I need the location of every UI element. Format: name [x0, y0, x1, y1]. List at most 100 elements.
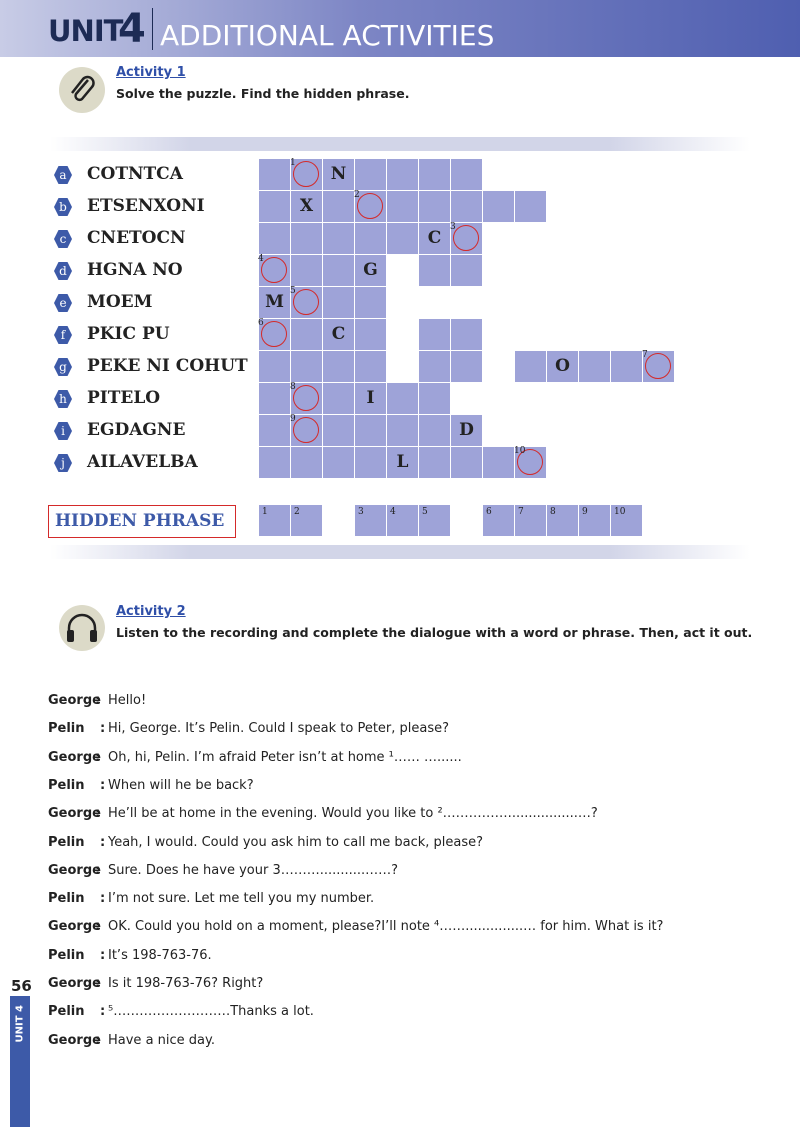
dialogue-text: When will he be back? [108, 777, 254, 793]
scrambled-word: HGNA NO [87, 260, 183, 280]
circle-marker [293, 417, 319, 443]
grid-cell [291, 351, 322, 382]
grid-cell [355, 223, 386, 254]
circle-marker [453, 225, 479, 251]
grid-cell [323, 319, 354, 350]
row-letter: i [54, 422, 72, 440]
given-letter: M [265, 292, 284, 312]
given-letter: N [330, 164, 347, 184]
grid-cell [259, 383, 290, 414]
dialogue-text: He’ll be at home in the evening. Would y… [108, 806, 598, 822]
dialogue-text: Hi, George. It’s Pelin. Could I speak to… [108, 721, 450, 737]
speaker: George [48, 976, 101, 991]
speaker: Pelin [48, 721, 85, 737]
circle-marker [293, 161, 319, 187]
grid-cell [259, 191, 290, 222]
dialogue-text: Hello! [108, 693, 147, 708]
circle-number: 3 [450, 222, 456, 232]
dialogue-text: Is it 198-763-76? Right? [108, 976, 264, 991]
grid-cell [483, 447, 514, 478]
grid-cell [323, 223, 354, 254]
grid-cell [387, 159, 418, 190]
grid-cell [419, 383, 450, 414]
grid-cell [259, 415, 290, 446]
grid-cell [259, 287, 290, 318]
grid-cell [323, 415, 354, 446]
given-letter: C [427, 228, 442, 248]
page-number: 56 [11, 977, 32, 995]
given-letter: L [396, 452, 409, 472]
grid-cell [515, 351, 546, 382]
grid-cell [259, 447, 290, 478]
circle-marker [357, 193, 383, 219]
activity-label: Activity 1 [116, 65, 186, 80]
activity-instruction: Solve the puzzle. Find the hidden phrase… [116, 86, 410, 101]
given-letter: X [299, 196, 314, 216]
grid-cell [291, 447, 322, 478]
answer-number: 7 [518, 507, 524, 517]
answer-number: 2 [294, 507, 300, 517]
given-letter: O [555, 356, 570, 376]
separator: : [95, 806, 101, 822]
answer-cell [387, 505, 418, 536]
answer-cell [355, 505, 386, 536]
answer-number: 4 [390, 507, 396, 517]
speaker: Pelin [48, 947, 85, 963]
scrambled-word: PKIC PU [87, 324, 170, 344]
grid-cell [387, 447, 418, 478]
separator: : [95, 749, 101, 765]
circle-marker [261, 321, 287, 347]
separator: : [95, 862, 101, 878]
grid-cell [355, 319, 386, 350]
grid-cell [291, 319, 322, 350]
grid-cell [259, 351, 290, 382]
answer-number: 1 [262, 507, 268, 517]
grid-cell [451, 351, 482, 382]
speaker: Pelin [48, 834, 85, 850]
dialogue-text: Have a nice day. [108, 1032, 215, 1048]
grid-cell [323, 351, 354, 382]
band [50, 545, 750, 559]
dialogue-text: Oh, hi, Pelin. I’m afraid Peter isn’t at… [108, 749, 462, 765]
speaker: George [48, 806, 101, 822]
grid-cell [451, 319, 482, 350]
grid-cell [419, 319, 450, 350]
row-letter: h [54, 390, 72, 408]
answer-number: 6 [486, 507, 492, 517]
speaker: George [48, 749, 101, 765]
circle-marker [645, 353, 671, 379]
answer-number: 3 [358, 507, 364, 517]
circle-number: 6 [258, 318, 264, 328]
separator: : [100, 891, 106, 907]
grid-cell [387, 223, 418, 254]
dialogue-text: ⁵………………………Thanks a lot. [108, 1004, 314, 1020]
dialogue-text: I’m not sure. Let me tell you my number. [108, 891, 375, 907]
unit-label: UNIT [48, 14, 123, 48]
given-letter: I [366, 388, 375, 408]
answer-cell [419, 505, 450, 536]
activity-label: Activity 2 [116, 604, 186, 619]
grid-cell [419, 159, 450, 190]
circle-number: 9 [290, 414, 296, 424]
speaker: George [48, 693, 101, 708]
answer-cell [483, 505, 514, 536]
band [50, 137, 750, 151]
grid-cell [387, 415, 418, 446]
grid-cell [451, 159, 482, 190]
grid-cell [451, 415, 482, 446]
answer-cell [611, 505, 642, 536]
circle-number: 8 [290, 382, 296, 392]
grid-cell [355, 383, 386, 414]
grid-cell [515, 191, 546, 222]
scrambled-word: COTNTCA [87, 164, 183, 184]
activity-instruction: Listen to the recording and complete the… [116, 625, 753, 640]
grid-cell [323, 383, 354, 414]
answer-cell [579, 505, 610, 536]
speaker: Pelin [48, 1004, 85, 1020]
circle-marker [261, 257, 287, 283]
scrambled-word: PITELO [87, 388, 161, 408]
row-letter: j [54, 454, 72, 472]
circle-number: 10 [514, 446, 526, 456]
hidden-phrase-box [48, 505, 236, 538]
